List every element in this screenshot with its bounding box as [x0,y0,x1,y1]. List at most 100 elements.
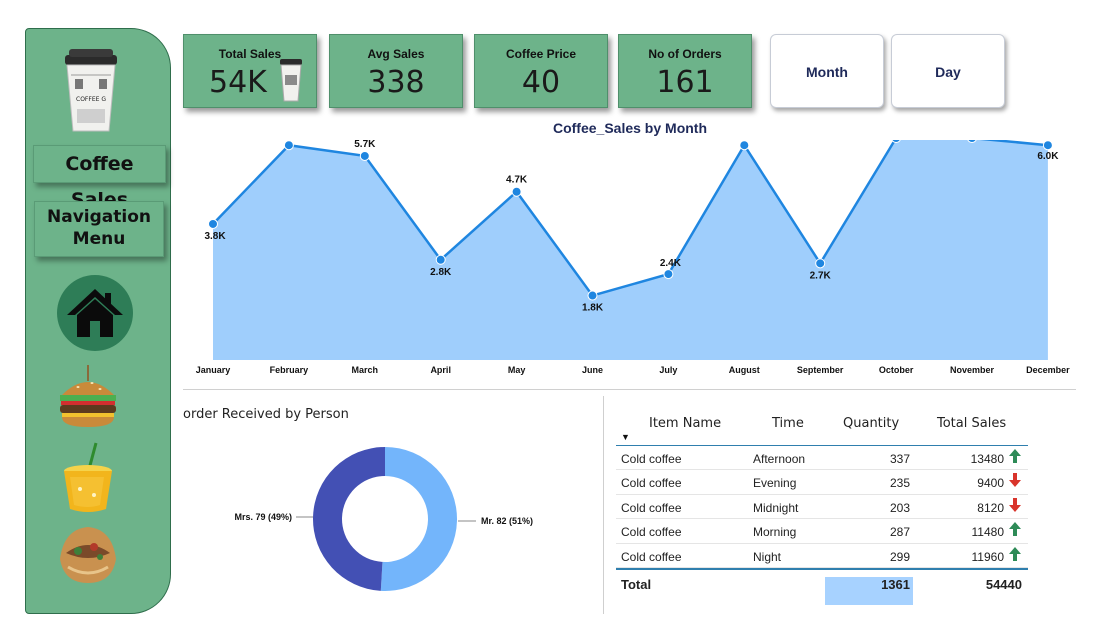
table-row[interactable]: Cold coffee Night 299 11960 [616,544,1028,568]
kpi-total-sales-label: Total Sales [218,47,282,61]
cell-item: Cold coffee [621,525,682,540]
kpi-total-sales-value: 54K [209,65,267,100]
table-row[interactable]: Cold coffee Evening 235 9400 [616,470,1028,495]
sort-down-icon[interactable]: ▼ [621,432,630,442]
x-tick-label: May [508,365,526,375]
total-qty-highlight [825,576,913,605]
cell-total-sales: 8120 [977,500,1004,515]
col-header-item[interactable]: Item Name [649,416,722,431]
data-label: 5.7K [354,140,376,150]
data-label: 2.4K [660,258,682,269]
data-label: 2.8K [430,267,452,278]
chart-title: Coffee_Sales by Month [552,120,708,136]
table-row[interactable]: Cold coffee Midnight 203 8120 [616,495,1028,520]
data-label: 3.8K [204,231,226,242]
data-point[interactable] [435,254,446,265]
kpi-avg-sales: Avg Sales 338 [329,34,463,108]
area-fill [213,140,1048,360]
cell-quantity: 235 [889,476,910,491]
cell-item: Cold coffee [621,476,682,491]
cell-quantity: 299 [889,549,910,564]
x-tick-label: August [729,365,760,375]
data-label: 1.8K [582,303,604,314]
total-sales: 54440 [985,576,1022,592]
section-divider-vertical [603,396,604,614]
orders-by-person-donut: Mr. 82 (51%) Mrs. 79 (49%) [234,447,533,591]
x-tick-label: April [430,365,451,375]
x-tick-label: March [352,365,379,375]
burger-icon[interactable] [56,363,120,431]
cell-total-sales: 11960 [971,549,1004,564]
total-label: Total [621,576,652,592]
data-point[interactable] [283,140,294,151]
cell-time: Midnight [753,500,799,515]
data-point[interactable] [359,150,370,161]
cell-total-sales: 11480 [971,525,1004,540]
kpi-orders: No of Orders 161 [618,34,752,108]
cell-quantity: 287 [889,525,910,540]
coffee-cup-icon [280,59,302,102]
data-point[interactable] [739,140,750,151]
x-tick-label: February [270,365,309,375]
month-button[interactable]: Month [770,34,884,108]
col-header-time[interactable]: Time [772,416,804,431]
table-header: Item Name Time Quantity Total Sales ▼ [616,410,1028,446]
donut-title: order Received by Person [183,407,349,422]
kpi-orders-label: No of Orders [648,47,722,61]
table-total-row: Total 1361 54440 [616,567,1028,605]
data-point[interactable] [815,258,826,269]
data-point[interactable] [511,186,522,197]
navigation-menu-button[interactable]: Navigation Menu [34,201,164,257]
col-header-total-sales[interactable]: Total Sales [937,416,1007,431]
donut-label: Mrs. 79 (49%) [234,512,292,522]
cup-brand-text: COFFEE G [76,96,106,103]
kpi-orders-value: 161 [656,65,714,100]
home-button[interactable] [57,275,133,351]
juice-icon[interactable] [60,441,120,515]
data-point[interactable] [1042,140,1053,151]
table-row[interactable]: Cold coffee Afternoon 337 13480 [616,446,1028,471]
data-point[interactable] [891,140,901,144]
col-header-quantity[interactable]: Quantity [843,416,900,431]
trend-up-icon [1008,521,1022,540]
donut-label: Mr. 82 (51%) [481,516,533,526]
trend-up-icon [1008,448,1022,467]
sidebar-title: Coffee Sales [33,145,166,211]
cell-time: Afternoon [753,452,806,466]
table-row[interactable]: Cold coffee Morning 287 11480 [616,519,1028,544]
data-point[interactable] [208,218,218,229]
cell-time: Evening [753,476,797,491]
section-divider [183,389,1076,390]
kpi-coffee-price-value: 40 [521,65,561,100]
cell-quantity: 203 [889,500,910,515]
x-tick-label: July [659,365,677,375]
cell-item: Cold coffee [621,452,682,466]
x-tick-label: September [797,365,844,375]
data-point[interactable] [587,290,598,301]
x-tick-label: June [582,365,603,375]
data-label: 6.0K [1037,151,1059,162]
x-tick-label: October [879,365,914,375]
trend-down-icon [1008,472,1022,491]
total-quantity: 1361 [881,576,910,592]
pastry-icon[interactable] [56,523,120,587]
home-icon [67,289,123,337]
cell-item: Cold coffee [621,500,682,515]
data-point[interactable] [663,269,674,280]
cell-total-sales: 9400 [977,476,1004,491]
donut-slice[interactable] [380,447,458,591]
cell-time: Morning [753,525,797,540]
kpi-avg-sales-value: 338 [367,65,425,100]
day-button[interactable]: Day [891,34,1005,108]
cell-item: Cold coffee [621,549,682,564]
data-point[interactable] [967,140,977,144]
kpi-avg-sales-label: Avg Sales [367,47,425,61]
data-label: 4.7K [506,175,528,186]
nav-label-line2: Menu [72,229,126,249]
cell-time: Night [753,549,782,564]
cell-total-sales: 13480 [970,452,1004,466]
kpi-coffee-price: Coffee Price 40 [474,34,608,108]
nav-label-line1: Navigation [47,207,151,227]
donut-slice[interactable] [313,447,385,591]
x-tick-label: November [950,365,995,375]
